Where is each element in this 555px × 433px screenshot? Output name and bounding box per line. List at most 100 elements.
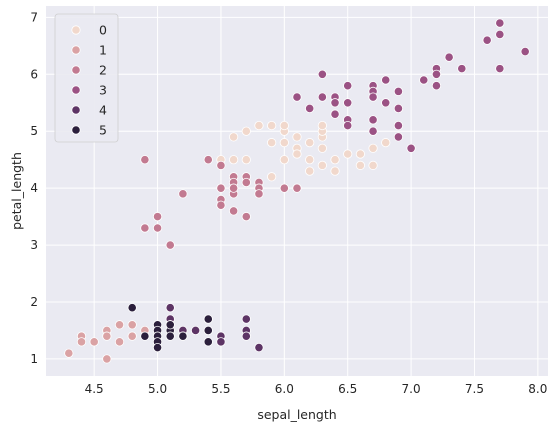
data-point-hue-2: [279, 183, 289, 193]
data-point-hue-1: [76, 337, 87, 347]
data-point-hue-2: [254, 189, 264, 199]
data-point-hue-3: [393, 86, 404, 96]
data-point-hue-0: [267, 120, 277, 131]
data-point-hue-0: [292, 149, 302, 159]
y-tick-label: 5: [30, 124, 38, 138]
data-point-hue-3: [305, 103, 315, 114]
data-point-hue-5: [127, 303, 137, 313]
x-tick-label: 4.5: [85, 382, 104, 396]
data-point-hue-3: [317, 92, 327, 102]
data-point-hue-2: [229, 206, 239, 216]
data-point-hue-3: [431, 69, 442, 79]
data-point-hue-0: [305, 138, 315, 148]
data-point-hue-4: [241, 331, 251, 341]
data-point-hue-4: [190, 325, 201, 336]
data-point-hue-3: [292, 92, 302, 102]
data-point-hue-3: [381, 98, 391, 108]
data-point-hue-0: [343, 149, 353, 159]
legend-marker: [71, 105, 81, 115]
data-point-hue-3: [520, 46, 530, 57]
legend: 0 1 2 3 4 5: [54, 13, 119, 143]
data-point-hue-2: [241, 177, 251, 188]
data-point-hue-2: [140, 155, 150, 165]
data-point-hue-0: [305, 166, 315, 176]
data-point-hue-1: [114, 337, 125, 347]
data-point-hue-5: [203, 325, 213, 336]
data-point-hue-3: [393, 132, 404, 142]
data-point-hue-1: [102, 331, 112, 341]
data-points: [64, 18, 530, 364]
data-point-hue-0: [368, 143, 378, 153]
data-point-hue-3: [368, 115, 378, 125]
data-point-hue-1: [64, 348, 74, 358]
data-point-hue-3: [330, 98, 340, 108]
data-point-hue-2: [216, 160, 226, 170]
y-tick-label: 4: [30, 181, 38, 195]
x-axis-label: sepal_length: [257, 407, 336, 422]
legend-label: 3: [99, 83, 107, 98]
data-point-hue-2: [165, 240, 175, 250]
data-point-hue-0: [241, 126, 251, 136]
data-point-hue-4: [241, 314, 251, 324]
x-tick-label: 7.5: [465, 382, 484, 396]
data-point-hue-0: [381, 138, 391, 148]
data-point-hue-2: [203, 155, 213, 165]
data-point-hue-3: [381, 75, 391, 85]
x-tick-label: 5.5: [211, 382, 230, 396]
data-point-hue-3: [482, 35, 492, 45]
data-point-hue-3: [419, 75, 429, 85]
data-point-hue-0: [317, 120, 327, 131]
y-tick-label: 7: [30, 10, 38, 24]
data-point-hue-0: [317, 143, 327, 153]
data-point-hue-2: [152, 212, 163, 222]
legend-label: 5: [99, 123, 107, 138]
data-point-hue-4: [165, 303, 175, 313]
y-tick-label: 6: [30, 67, 38, 81]
y-axis-label: petal_length: [9, 152, 24, 230]
data-point-hue-1: [102, 354, 112, 364]
data-point-hue-5: [178, 331, 188, 341]
y-tick-label: 3: [30, 238, 38, 252]
data-point-hue-2: [216, 183, 226, 193]
data-point-hue-1: [127, 331, 137, 341]
data-point-hue-5: [203, 314, 213, 324]
x-tick-labels: 4.5 5.0 5.5 6.0 6.5 7.0 7.5 8.0: [85, 382, 548, 396]
data-point-hue-0: [330, 155, 340, 165]
data-point-hue-1: [127, 320, 137, 330]
x-tick-label: 6.5: [338, 382, 357, 396]
grid-lines: [46, 6, 548, 376]
data-point-hue-4: [216, 337, 226, 347]
data-point-hue-3: [495, 64, 505, 74]
data-point-hue-1: [114, 320, 125, 330]
data-point-hue-4: [254, 342, 264, 353]
data-point-hue-2: [140, 223, 150, 233]
data-point-hue-0: [267, 172, 277, 182]
y-tick-labels: 1 2 3 4 5 6 7: [30, 10, 38, 366]
data-point-hue-1: [89, 337, 99, 347]
data-point-hue-3: [368, 92, 378, 102]
data-point-hue-3: [317, 69, 327, 79]
data-point-hue-5: [165, 331, 175, 341]
y-tick-label: 1: [30, 352, 38, 366]
data-point-hue-2: [178, 189, 188, 199]
data-point-hue-0: [241, 155, 251, 165]
data-point-hue-3: [330, 109, 340, 119]
data-point-hue-3: [406, 143, 416, 153]
data-point-hue-0: [279, 155, 289, 165]
data-point-hue-2: [216, 200, 226, 210]
data-point-hue-0: [305, 155, 315, 165]
x-tick-label: 6.0: [275, 382, 294, 396]
legend-label: 2: [99, 63, 107, 78]
data-point-hue-0: [368, 160, 378, 170]
x-tick-label: 5.0: [148, 382, 167, 396]
legend-label: 0: [99, 23, 107, 38]
x-tick-label: 8.0: [528, 382, 547, 396]
data-point-hue-0: [292, 132, 302, 142]
data-point-hue-0: [279, 120, 289, 131]
data-point-hue-3: [495, 29, 505, 40]
legend-marker: [71, 45, 81, 55]
data-point-hue-2: [152, 223, 163, 233]
data-point-hue-3: [343, 81, 353, 91]
data-point-hue-0: [330, 166, 340, 176]
